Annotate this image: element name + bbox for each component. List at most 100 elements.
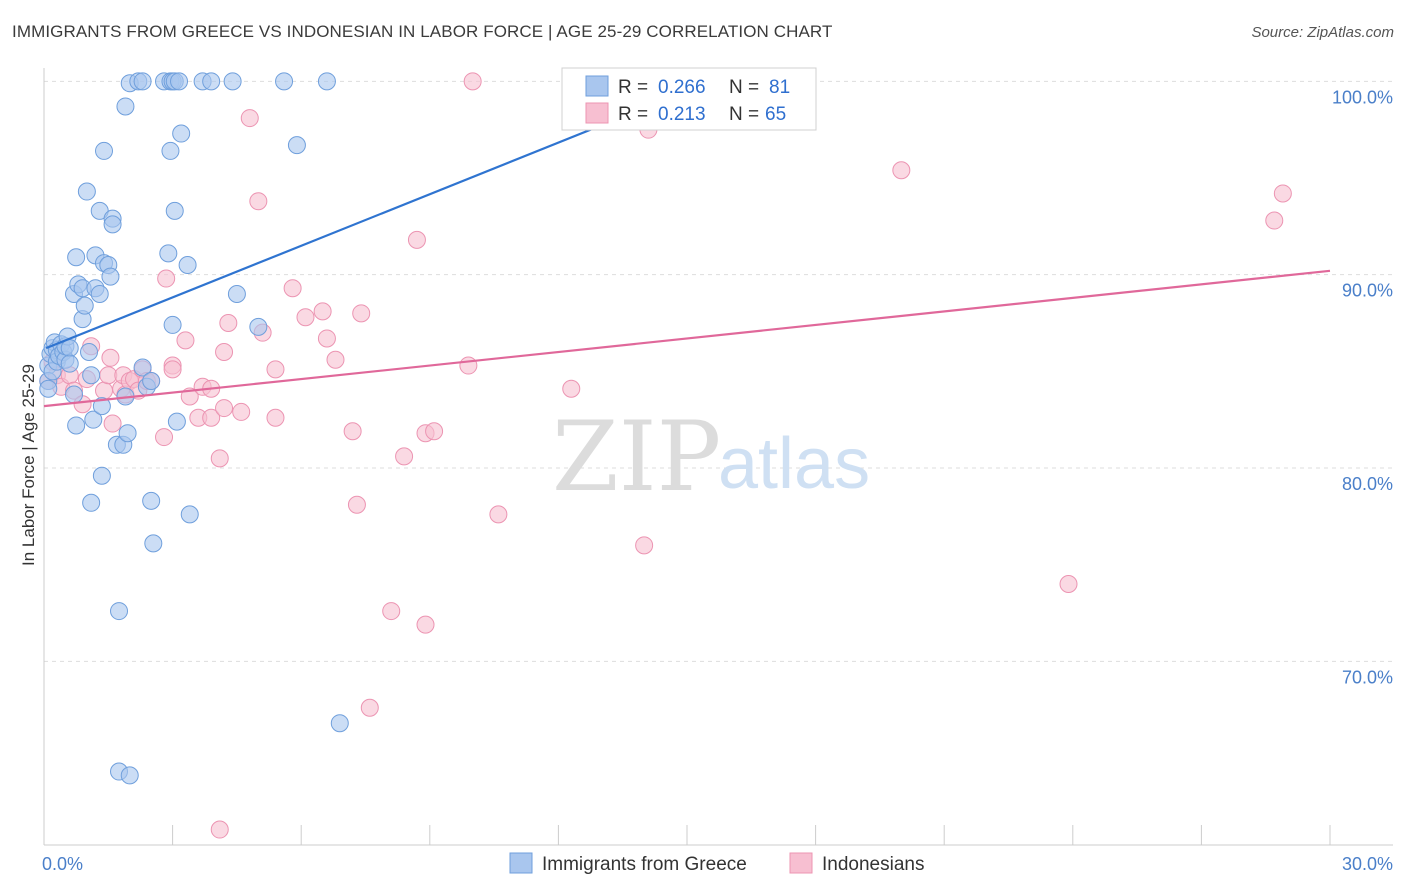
greece-point	[110, 602, 129, 621]
trend-lines	[43, 89, 1331, 408]
greece-point	[202, 72, 221, 91]
indonesians-point	[459, 356, 478, 375]
indonesians-point	[407, 230, 426, 249]
indonesians-point	[562, 379, 581, 398]
greece-point	[116, 97, 135, 116]
greece-point	[120, 766, 139, 785]
legend-r-value-blue: 0.266	[658, 77, 706, 98]
greece-point	[95, 141, 114, 160]
greece-point	[180, 505, 199, 524]
indonesians-point	[489, 505, 508, 524]
legend-n-value-pink: 65	[765, 104, 786, 125]
indonesians-point	[1059, 575, 1078, 593]
y-tick-label: 70.0%	[1342, 667, 1393, 687]
greece-point	[118, 424, 137, 443]
indonesians-point	[101, 348, 120, 367]
indonesians-point	[99, 366, 118, 385]
greece-point	[287, 136, 306, 155]
indonesians-point	[360, 698, 379, 717]
x-tick-label: 0.0%	[42, 854, 83, 874]
legend-n-value-blue: 81	[769, 77, 790, 98]
greece-point	[75, 296, 94, 315]
indonesians-point	[210, 820, 229, 839]
greece-point	[167, 412, 186, 431]
greece-point	[223, 72, 242, 91]
indonesians-point	[317, 329, 336, 348]
legend-n-label-pink: N =	[729, 104, 759, 125]
indonesians-point	[202, 408, 221, 427]
watermark-atlas: atlas	[718, 424, 870, 504]
indonesians-point	[210, 449, 229, 468]
indonesians-point	[343, 422, 362, 441]
greece-point	[133, 358, 152, 377]
bottom-legend-swatch-greece	[509, 852, 533, 874]
x-tick-labels: 0.0% 30.0%	[42, 854, 1393, 874]
indonesians-point	[326, 350, 345, 369]
y-tick-labels: 70.0% 80.0% 90.0% 100.0%	[1332, 87, 1393, 687]
greece-point	[82, 366, 101, 385]
indonesians-point	[347, 495, 366, 514]
greece-point	[84, 410, 103, 429]
indonesians-point	[382, 602, 401, 621]
greece-point	[172, 124, 191, 143]
series-legend: Immigrants from Greece Indonesians	[509, 852, 924, 875]
indonesians-point	[215, 399, 234, 418]
greece-point	[170, 72, 189, 91]
indonesians-point	[313, 302, 332, 321]
greece-point	[163, 315, 182, 334]
greece-point	[60, 354, 79, 373]
indonesians-point	[296, 308, 315, 327]
bottom-legend-swatch-indonesians	[789, 852, 813, 874]
greece-point	[330, 714, 349, 733]
greece-point	[90, 285, 109, 303]
legend-r-label-pink: R =	[618, 104, 648, 125]
greece-point	[101, 267, 120, 286]
legend-swatch-blue	[585, 75, 609, 97]
greece-point	[144, 534, 163, 553]
greece-point	[178, 256, 197, 274]
greece-point	[39, 379, 58, 398]
indonesians-point	[157, 269, 176, 288]
greece-point	[165, 201, 184, 220]
greece-point	[67, 416, 86, 435]
indonesians-point	[155, 428, 174, 447]
greece-point	[77, 182, 96, 201]
greece-point	[67, 248, 86, 267]
greece-point	[92, 466, 111, 485]
indonesians-point	[103, 414, 122, 433]
grid-lines	[44, 80, 1393, 662]
indonesians-point	[395, 447, 414, 466]
source-label: Source: ZipAtlas.com	[1251, 24, 1394, 41]
greece-point	[65, 385, 84, 404]
indonesians-point	[283, 279, 302, 298]
indonesians-point	[635, 536, 654, 555]
indonesians-point	[163, 360, 182, 379]
legend-r-label-blue: R =	[618, 77, 648, 98]
y-tick-label: 100.0%	[1332, 87, 1393, 107]
greece-point	[80, 343, 99, 361]
indonesians-point	[1265, 211, 1284, 230]
chart-title: IMMIGRANTS FROM GREECE VS INDONESIAN IN …	[12, 22, 833, 41]
greece-point	[161, 141, 180, 160]
greece-point	[317, 72, 336, 91]
indonesians-point	[249, 192, 268, 211]
bottom-legend-label-indonesians: Indonesians	[822, 854, 924, 875]
greece-point	[227, 285, 246, 303]
indonesians-point	[892, 161, 911, 180]
indonesians-point	[425, 422, 444, 441]
indonesians-point	[266, 408, 285, 427]
greece-point	[133, 72, 152, 91]
x-tick-label: 30.0%	[1342, 854, 1393, 874]
indonesians-point	[215, 343, 234, 361]
indonesians-point	[352, 304, 371, 323]
greece-point	[249, 317, 268, 336]
indonesians-point	[416, 615, 435, 634]
y-axis-label: In Labor Force | Age 25-29	[19, 364, 38, 566]
y-tick-label: 90.0%	[1342, 281, 1393, 301]
greece-point	[103, 215, 122, 234]
indonesians-point	[463, 72, 482, 91]
greece-point	[92, 397, 111, 416]
y-tick-label: 80.0%	[1342, 474, 1393, 494]
indonesians-point	[95, 381, 114, 400]
